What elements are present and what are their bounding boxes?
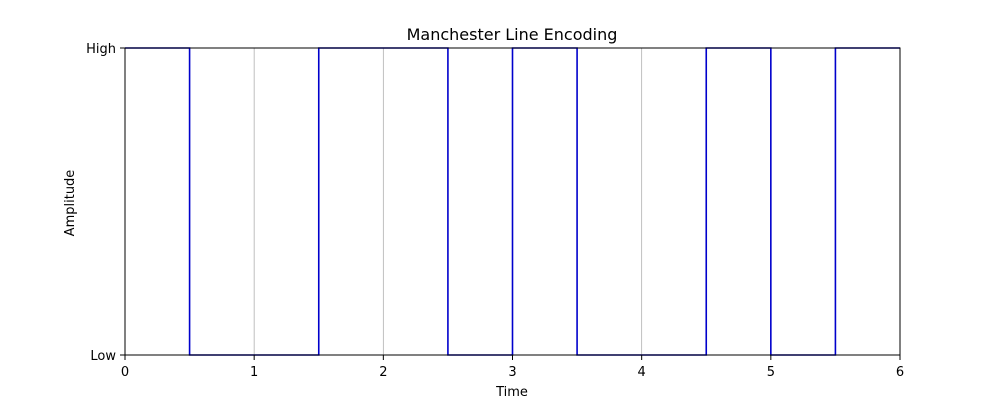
x-tick-label-4: 4 bbox=[638, 365, 646, 380]
y-axis-ticks: Low High bbox=[86, 42, 125, 364]
x-tick-label-1: 1 bbox=[250, 365, 258, 380]
x-tick-label-2: 2 bbox=[379, 365, 387, 380]
x-axis-label: Time bbox=[495, 385, 528, 400]
x-tick-label-6: 6 bbox=[896, 365, 904, 380]
x-axis-ticks: 0 1 2 3 4 5 6 bbox=[121, 355, 904, 380]
x-tick-label-5: 5 bbox=[767, 365, 775, 380]
y-tick-label-0: Low bbox=[90, 349, 116, 364]
y-axis-label: Amplitude bbox=[63, 170, 78, 237]
y-tick-label-1: High bbox=[86, 42, 116, 57]
chart-title: Manchester Line Encoding bbox=[407, 25, 618, 44]
x-tick-label-0: 0 bbox=[121, 365, 129, 380]
x-tick-label-3: 3 bbox=[508, 365, 516, 380]
